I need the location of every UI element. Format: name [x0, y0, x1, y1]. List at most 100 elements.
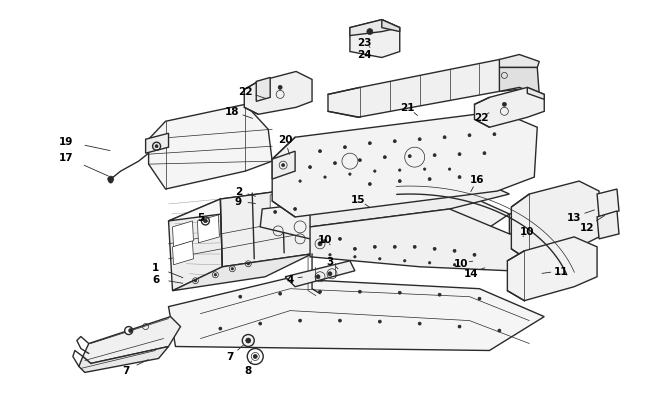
- Polygon shape: [272, 112, 538, 217]
- Circle shape: [298, 319, 302, 322]
- Text: 10: 10: [318, 234, 332, 244]
- Circle shape: [458, 325, 461, 328]
- Text: 10: 10: [454, 258, 469, 268]
- Circle shape: [358, 159, 361, 162]
- Circle shape: [502, 103, 506, 107]
- Text: 12: 12: [580, 222, 594, 232]
- Circle shape: [299, 181, 302, 183]
- Circle shape: [348, 173, 351, 176]
- Text: 7: 7: [122, 366, 129, 375]
- Circle shape: [203, 220, 207, 223]
- Text: 24: 24: [358, 49, 372, 60]
- Circle shape: [448, 168, 450, 171]
- Circle shape: [354, 248, 356, 251]
- Polygon shape: [244, 72, 312, 115]
- Circle shape: [339, 319, 341, 322]
- Circle shape: [109, 180, 112, 183]
- Circle shape: [339, 238, 341, 241]
- Text: 22: 22: [474, 113, 489, 123]
- Polygon shape: [172, 241, 194, 265]
- Circle shape: [374, 171, 376, 173]
- Polygon shape: [270, 192, 285, 214]
- Circle shape: [458, 176, 461, 179]
- Circle shape: [108, 177, 114, 183]
- Text: 9: 9: [235, 196, 242, 207]
- Circle shape: [318, 290, 322, 294]
- Polygon shape: [168, 188, 310, 222]
- Polygon shape: [172, 254, 312, 291]
- Circle shape: [279, 292, 281, 296]
- Circle shape: [498, 329, 501, 332]
- Circle shape: [274, 211, 277, 214]
- Circle shape: [418, 139, 421, 141]
- Polygon shape: [597, 190, 619, 217]
- Text: 19: 19: [58, 137, 73, 147]
- Polygon shape: [328, 60, 538, 118]
- Text: 23: 23: [358, 37, 372, 47]
- Text: 3: 3: [326, 256, 333, 266]
- Circle shape: [443, 136, 446, 139]
- Circle shape: [473, 254, 476, 257]
- Circle shape: [453, 250, 456, 253]
- Polygon shape: [296, 192, 312, 213]
- Text: 13: 13: [567, 213, 581, 222]
- Text: 11: 11: [554, 266, 569, 276]
- Polygon shape: [310, 168, 510, 227]
- Circle shape: [458, 153, 461, 156]
- Circle shape: [294, 208, 296, 211]
- Circle shape: [428, 178, 431, 181]
- Circle shape: [433, 248, 436, 251]
- Circle shape: [247, 263, 250, 265]
- Circle shape: [404, 260, 406, 262]
- Circle shape: [155, 145, 158, 148]
- Text: 21: 21: [400, 103, 415, 113]
- Text: 2: 2: [235, 187, 242, 196]
- Circle shape: [246, 338, 251, 343]
- Text: 15: 15: [350, 194, 365, 205]
- Text: 10: 10: [520, 226, 534, 236]
- Circle shape: [418, 322, 421, 325]
- Circle shape: [369, 142, 371, 145]
- Circle shape: [373, 246, 376, 249]
- Text: 8: 8: [244, 366, 252, 375]
- Polygon shape: [510, 205, 574, 234]
- Circle shape: [423, 168, 426, 171]
- Text: 1: 1: [152, 262, 159, 272]
- Circle shape: [309, 166, 311, 169]
- Circle shape: [483, 152, 486, 155]
- Circle shape: [125, 327, 133, 335]
- Polygon shape: [168, 200, 222, 291]
- Text: 6: 6: [152, 274, 159, 284]
- Circle shape: [328, 272, 332, 276]
- Circle shape: [329, 254, 332, 256]
- Circle shape: [333, 162, 337, 165]
- Circle shape: [318, 242, 322, 246]
- Circle shape: [358, 290, 361, 294]
- Circle shape: [239, 296, 242, 298]
- Circle shape: [478, 297, 481, 301]
- Circle shape: [231, 268, 233, 270]
- Polygon shape: [172, 222, 194, 247]
- Circle shape: [254, 355, 257, 358]
- Circle shape: [219, 327, 222, 330]
- Circle shape: [378, 320, 382, 323]
- Polygon shape: [79, 347, 168, 373]
- Polygon shape: [149, 105, 272, 190]
- Polygon shape: [499, 55, 540, 68]
- Circle shape: [367, 30, 373, 36]
- Circle shape: [318, 150, 322, 153]
- Circle shape: [393, 246, 396, 249]
- Circle shape: [281, 164, 285, 167]
- Polygon shape: [350, 21, 400, 36]
- Circle shape: [384, 156, 386, 159]
- Polygon shape: [198, 215, 219, 243]
- Text: 14: 14: [464, 268, 479, 278]
- Polygon shape: [527, 88, 544, 100]
- Circle shape: [324, 240, 326, 243]
- Circle shape: [278, 86, 282, 90]
- Circle shape: [129, 329, 133, 333]
- Circle shape: [433, 154, 436, 157]
- Polygon shape: [512, 181, 599, 261]
- Text: 18: 18: [225, 107, 240, 117]
- Text: 22: 22: [238, 87, 252, 97]
